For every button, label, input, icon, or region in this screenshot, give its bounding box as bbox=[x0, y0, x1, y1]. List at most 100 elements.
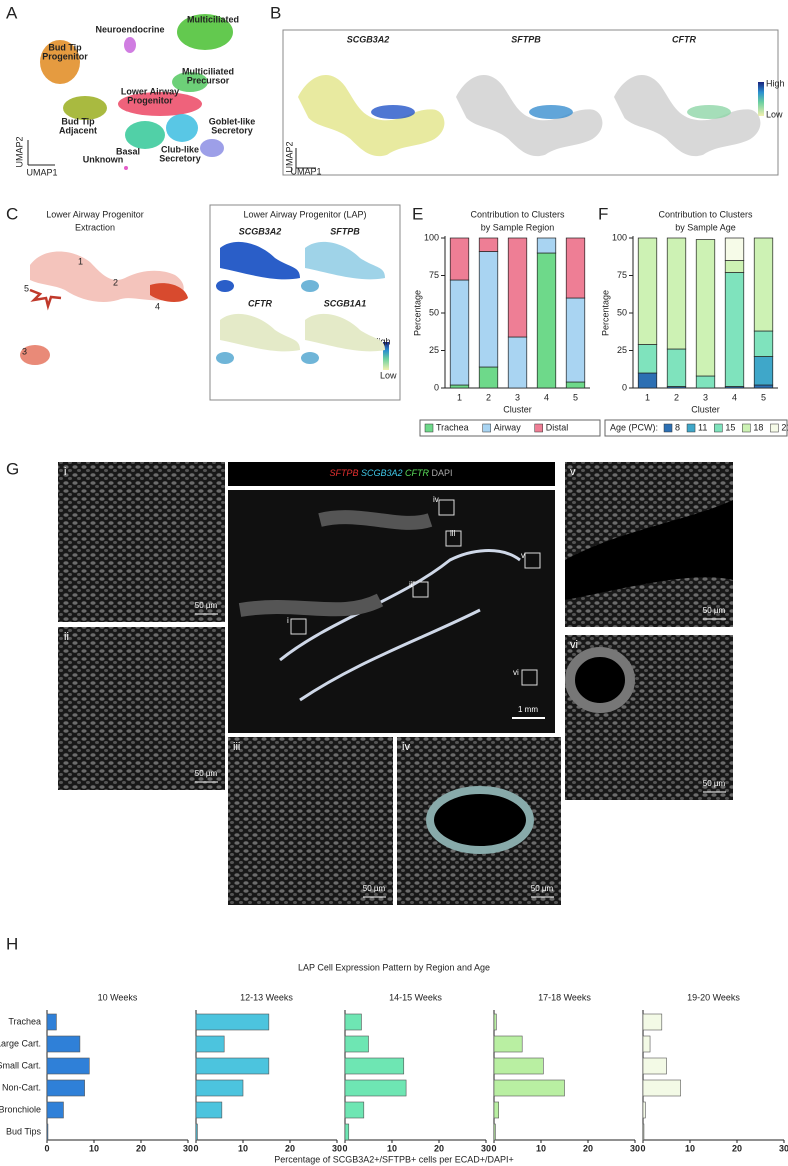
inset-label: vi bbox=[570, 639, 578, 651]
chart-title: by Sample Age bbox=[675, 222, 736, 232]
legend-label: 8 bbox=[675, 422, 680, 432]
bar bbox=[46, 1013, 57, 1031]
gene-label: SCGB1A1 bbox=[324, 298, 367, 308]
y-tick-label: Bronchiole bbox=[0, 1104, 41, 1114]
umap-cluster bbox=[150, 283, 188, 302]
legend-frame bbox=[604, 419, 788, 437]
lumen bbox=[565, 500, 733, 600]
tissue bbox=[238, 510, 433, 617]
facet-title: 17-18 Weeks bbox=[538, 992, 591, 1002]
y-tick-label: 75 bbox=[429, 270, 439, 280]
panel-label: C bbox=[6, 204, 18, 223]
y-tick-label: Trachea bbox=[8, 1016, 41, 1026]
panel-label: E bbox=[412, 204, 423, 223]
legend-label: Airway bbox=[494, 422, 522, 432]
axis-label: UMAP1 bbox=[290, 166, 321, 176]
axis-label: UMAP2 bbox=[14, 136, 24, 167]
y-tick-label: 100 bbox=[424, 232, 439, 242]
inset-label: i bbox=[64, 466, 66, 478]
bar-segment bbox=[507, 336, 528, 389]
cluster-label: Goblet-like bbox=[209, 116, 256, 126]
bar-segment bbox=[449, 279, 470, 386]
x-tick-label: 20 bbox=[285, 1143, 295, 1153]
x-tick-label: 10 bbox=[238, 1143, 248, 1153]
cluster-label: Progenitor bbox=[127, 95, 173, 105]
x-axis-label: Cluster bbox=[691, 404, 720, 414]
umap-cloud bbox=[30, 251, 184, 302]
umap-cluster bbox=[177, 14, 233, 50]
legend-swatch bbox=[534, 423, 543, 433]
y-tick-label: 50 bbox=[429, 307, 439, 317]
facet-title: 12-13 Weeks bbox=[240, 992, 293, 1002]
cluster-label: Adjacent bbox=[59, 125, 97, 135]
airway bbox=[426, 786, 534, 854]
cluster-label: 2 bbox=[113, 277, 118, 287]
inset-tag: iii bbox=[450, 529, 456, 538]
airway bbox=[565, 647, 635, 713]
cluster-label: Multiciliated bbox=[187, 14, 239, 24]
bar-segment bbox=[536, 252, 557, 389]
y-tick-label: 75 bbox=[617, 270, 627, 280]
gene-label: SCGB3A2 bbox=[347, 34, 390, 44]
bar bbox=[493, 1013, 497, 1031]
bar bbox=[493, 1123, 496, 1141]
x-tick-label: 0 bbox=[640, 1143, 645, 1153]
bar-segment bbox=[637, 344, 658, 374]
colorbar-label: Low bbox=[766, 109, 783, 119]
legend-label: 18 bbox=[753, 422, 763, 432]
bar bbox=[195, 1123, 198, 1141]
y-tick-label: 50 bbox=[617, 307, 627, 317]
umap-cluster bbox=[301, 352, 319, 364]
legend-label: 11 bbox=[698, 422, 707, 432]
bar bbox=[46, 1123, 49, 1141]
stain: CFTR bbox=[405, 468, 429, 478]
bar-segment bbox=[449, 237, 470, 281]
bar-segment bbox=[478, 251, 499, 368]
y-axis-label: Percentage bbox=[600, 290, 610, 336]
y-tick-label: Non-Cart. bbox=[2, 1082, 41, 1092]
facet-title: 14-15 Weeks bbox=[389, 992, 442, 1002]
panel-label: A bbox=[6, 3, 18, 22]
gene-label: CFTR bbox=[248, 298, 272, 308]
scale-label: 50 µm bbox=[363, 884, 386, 893]
inset-box bbox=[524, 552, 541, 569]
y-tick-label: 0 bbox=[434, 382, 439, 392]
gene-label: CFTR bbox=[672, 34, 696, 44]
inset-boxes bbox=[290, 499, 541, 686]
x-tick-label: 2 bbox=[486, 392, 491, 402]
bar bbox=[493, 1079, 565, 1097]
legend-title: Age (PCW): bbox=[610, 422, 658, 432]
bar bbox=[344, 1123, 350, 1141]
inset-box bbox=[445, 530, 462, 547]
scale-bars: 50 µm 50 µm 50 µm 50 µm 50 µm 50 µm bbox=[195, 601, 726, 898]
x-tick-label: 20 bbox=[136, 1143, 146, 1153]
bar bbox=[195, 1035, 225, 1053]
inset-box bbox=[438, 499, 455, 516]
colorbar-label: Low bbox=[380, 370, 397, 380]
cluster-label: Neuroendocrine bbox=[95, 24, 164, 34]
cluster-label: Basal bbox=[116, 146, 140, 156]
umap-expression bbox=[529, 105, 573, 119]
cluster-label: Secretory bbox=[159, 153, 201, 163]
x-tick-label: 2 bbox=[674, 392, 679, 402]
cluster-label: Secretory bbox=[211, 125, 253, 135]
panel-label: B bbox=[270, 3, 281, 22]
bar bbox=[195, 1101, 223, 1119]
x-tick-label: 1 bbox=[457, 392, 462, 402]
umap-cluster bbox=[216, 280, 234, 292]
bar bbox=[46, 1079, 85, 1097]
x-tick-label: 0 bbox=[491, 1143, 496, 1153]
legend-label: Distal bbox=[546, 422, 569, 432]
chart-title: LAP Cell Expression Pattern by Region an… bbox=[298, 962, 490, 972]
panel-a: UMAP1 UMAP2 Neuroendocrine Multiciliated B… bbox=[14, 14, 255, 177]
cluster-label: 1 bbox=[78, 256, 83, 266]
gene-label: SFTPB bbox=[330, 226, 360, 236]
bar-segment bbox=[565, 381, 586, 389]
cluster-label: Bud Tip bbox=[61, 116, 95, 126]
bar bbox=[344, 1079, 407, 1097]
stain: SCGB3A2 bbox=[361, 468, 403, 478]
stain-legend: SFTPB SCGB3A2 CFTR DAPI bbox=[329, 468, 452, 478]
scale-label: 50 µm bbox=[703, 779, 726, 788]
x-tick-label: 0 bbox=[44, 1143, 49, 1153]
